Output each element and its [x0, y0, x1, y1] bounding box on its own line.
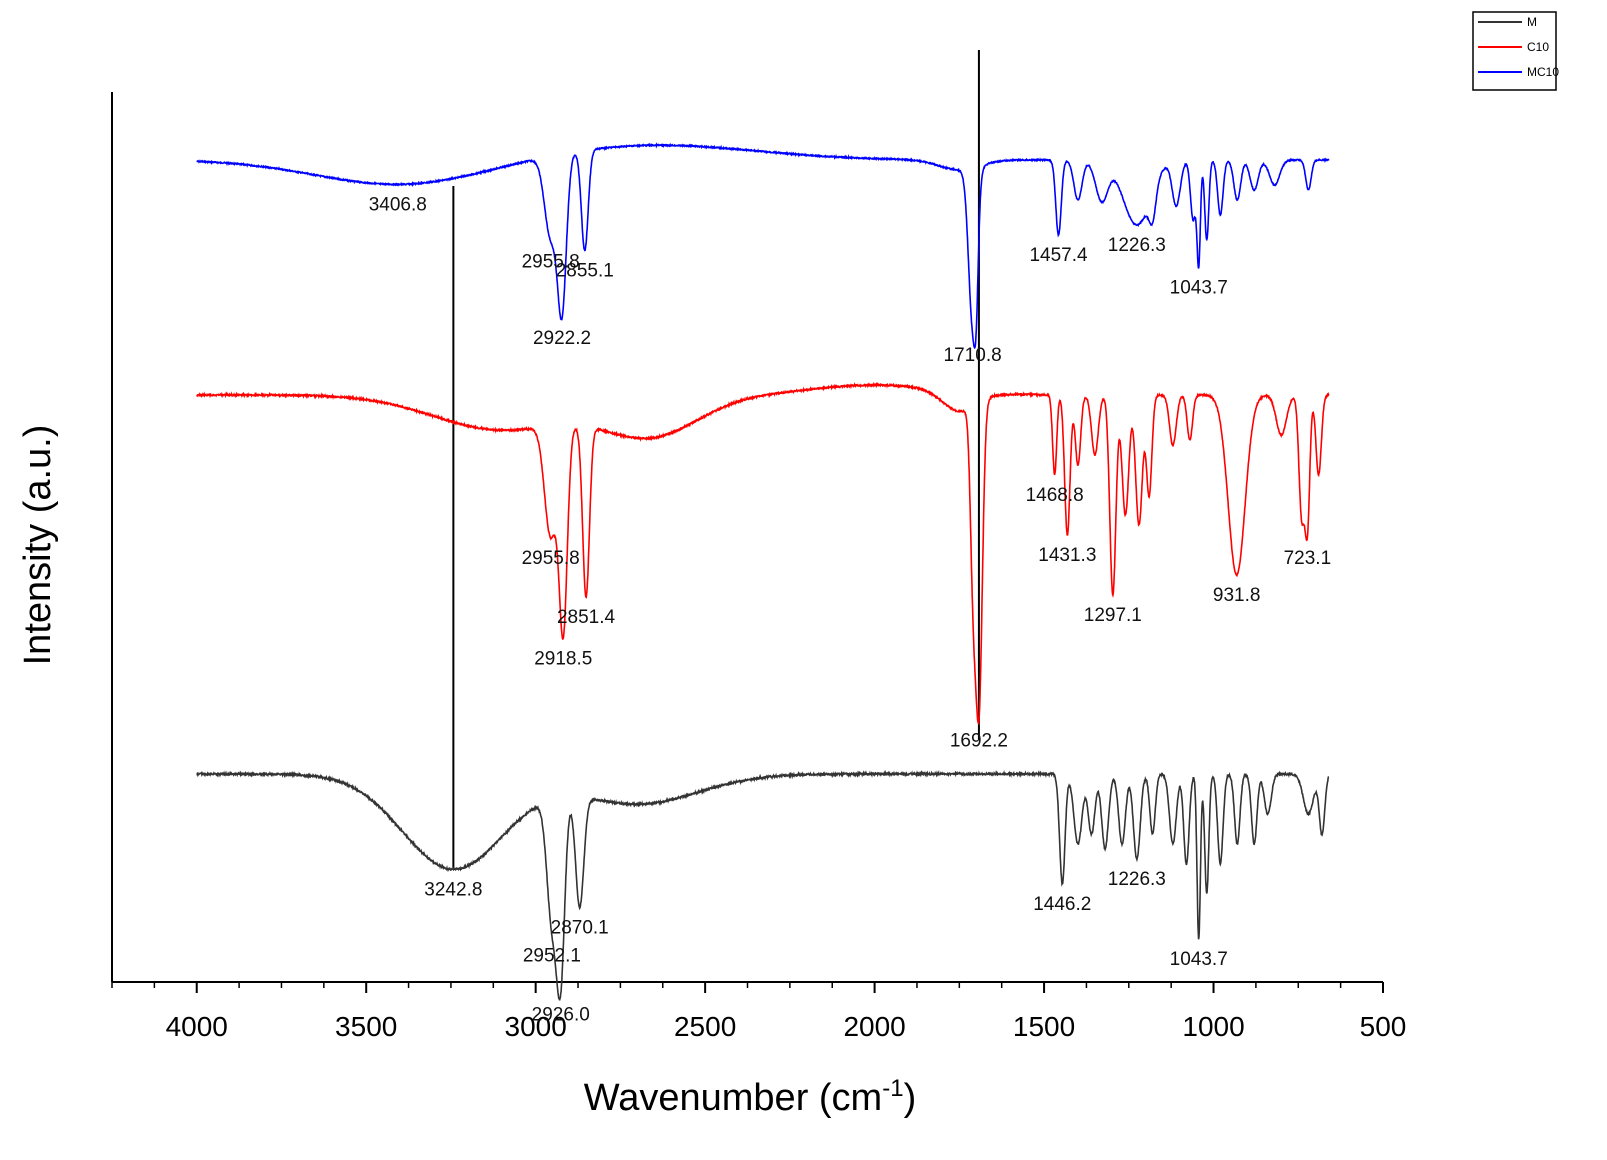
x-tick-label: 2500: [674, 1011, 736, 1042]
x-tick-label: 3500: [335, 1011, 397, 1042]
peak-label: 1226.3: [1108, 235, 1166, 256]
peak-label: 2926.0: [532, 1004, 590, 1025]
x-tick-label: 1500: [1013, 1011, 1075, 1042]
x-tick-label: 4000: [166, 1011, 228, 1042]
peak-label: 3242.8: [424, 879, 482, 900]
series-line-mc10: [196, 142, 1330, 350]
legend-label: M: [1527, 15, 1537, 29]
x-tick-label: 1000: [1182, 1011, 1244, 1042]
series-line-c10: [196, 381, 1330, 726]
legend-box: [1472, 11, 1557, 91]
y-axis-title: Intensity (a.u.): [17, 425, 59, 666]
peak-label: 3406.8: [369, 194, 427, 215]
peak-label: 1692.2: [950, 731, 1008, 752]
peak-label: 1226.3: [1108, 869, 1166, 890]
peak-label: 2851.4: [557, 607, 616, 628]
peak-label: 1043.7: [1170, 949, 1228, 970]
legend-label: MC10: [1527, 65, 1559, 79]
peak-label: 1457.4: [1029, 245, 1088, 266]
peak-label: 1431.3: [1038, 545, 1096, 566]
series-group: [196, 142, 1330, 1001]
x-tick-label: 3000: [505, 1011, 567, 1042]
peak-label: 2918.5: [534, 648, 592, 669]
peak-label: 2955.8: [522, 252, 580, 273]
x-ticks: 4000 3500 3000 2500 2000 1500 1000 500: [111, 982, 1407, 1042]
x-tick-label: 2000: [843, 1011, 905, 1042]
peak-label: 2922.2: [533, 328, 591, 349]
x-tick-label: 500: [1360, 1011, 1407, 1042]
peak-label: 723.1: [1284, 548, 1332, 569]
axes: [111, 92, 1383, 983]
peak-label: 2870.1: [551, 918, 609, 939]
peak-label: 1446.2: [1033, 894, 1091, 915]
peak-label: 2952.1: [523, 946, 581, 967]
peak-label: 1297.1: [1084, 605, 1142, 626]
peak-label: 2955.8: [522, 548, 580, 569]
peak-labels: 3406.8 2955.8 2922.2 2855.1 1710.8 1457.4 1226…: [369, 194, 1331, 1025]
peak-label: 1468.8: [1026, 485, 1084, 506]
legend-label: C10: [1527, 40, 1549, 54]
peak-label: 1710.8: [944, 345, 1002, 366]
peak-label: 931.8: [1213, 585, 1261, 606]
series-line-m: [196, 769, 1330, 1001]
x-axis-title: Wavenumber (cm-1): [584, 1075, 916, 1119]
peak-label: 2855.1: [556, 260, 614, 281]
peak-label: 1043.7: [1170, 278, 1228, 299]
reference-lines: [452, 50, 980, 870]
